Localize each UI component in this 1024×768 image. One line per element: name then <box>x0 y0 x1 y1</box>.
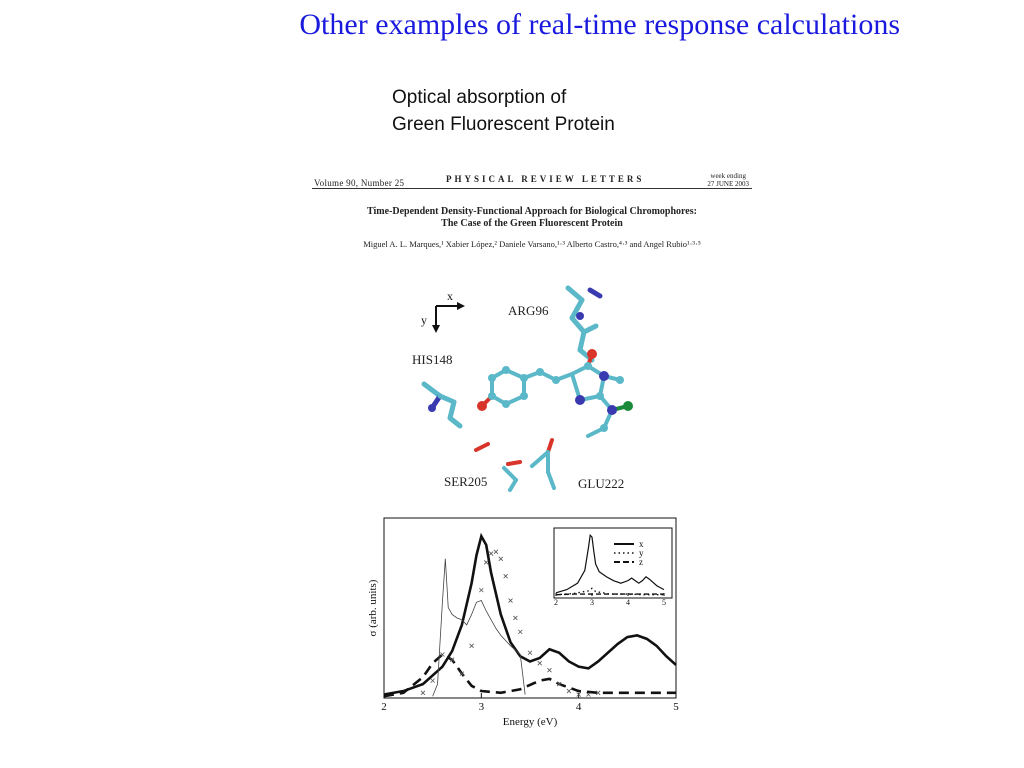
main-series-2-point-16 <box>537 660 543 666</box>
main-series-2-point-2 <box>440 652 445 657</box>
main-tick-label-5: 5 <box>673 701 679 713</box>
y-axis-label: σ (arb. units) <box>367 579 379 636</box>
paper-header-image: Volume 90, Number 25 PHYSICAL REVIEW LET… <box>312 168 752 268</box>
inset-legend: x y z <box>614 539 644 567</box>
main-series-2-point-15 <box>527 650 533 656</box>
residue-label-glu222: GLU222 <box>578 476 624 491</box>
x-axis-label: Energy (eV) <box>503 716 558 728</box>
slide-title: Other examples of real-time response cal… <box>299 8 900 41</box>
inset-tick-label-3: 3 <box>590 598 594 607</box>
main-series-2-point-13 <box>513 615 518 621</box>
axis-x-label: x <box>447 289 453 303</box>
main-series-2-point-6 <box>479 587 484 593</box>
subtitle-line-1: Optical absorption of <box>392 87 567 108</box>
legend-label-y: y <box>639 548 644 558</box>
paper-title-line-1: Time-Dependent Density-Functional Approa… <box>367 206 697 217</box>
ser205-glu222-fragments <box>474 438 556 492</box>
residue-label-his148: HIS148 <box>412 352 452 367</box>
subtitle-line-2: Green Fluorescent Protein <box>392 114 615 135</box>
main-tick-label-2: 2 <box>381 701 387 713</box>
main-series-2-point-21 <box>586 692 591 697</box>
inset-series-2-line <box>555 593 664 596</box>
main-series-2-point-17 <box>547 667 552 673</box>
main-tick-label-4: 4 <box>576 701 582 713</box>
main-series-3-line <box>432 558 526 697</box>
main-series-2-point-11 <box>503 573 508 579</box>
main-series-2-point-4 <box>459 671 465 676</box>
main-series-2-point-22 <box>595 690 601 696</box>
paper-authors: Miguel A. L. Marques,¹ Xabier López,² Da… <box>363 239 701 249</box>
main-x-ticks: 2 3 4 5 <box>381 693 679 713</box>
main-series-2-point-1 <box>430 678 435 683</box>
inset-tick-label-5: 5 <box>662 598 666 607</box>
chromophore <box>480 352 630 438</box>
main-series-2-point-10 <box>498 556 504 562</box>
main-series-2-point-14 <box>517 629 523 635</box>
inset-tick-label-4: 4 <box>626 598 630 607</box>
inset-series-0-line <box>555 533 665 594</box>
main-series-2-point-7 <box>483 559 489 565</box>
inset-tick-label-2: 2 <box>554 598 558 607</box>
subtitle: Optical absorption of Green Fluorescent … <box>392 84 615 138</box>
residue-label-arg96: ARG96 <box>508 303 549 318</box>
main-series-2-point-5 <box>469 643 474 649</box>
paper-rule <box>312 188 752 189</box>
main-series-2-point-12 <box>508 598 513 603</box>
paper-title: Time-Dependent Density-Functional Approa… <box>312 206 752 230</box>
main-series-2-point-9 <box>493 549 499 555</box>
paper-week-ending: week ending <box>710 172 746 180</box>
axis-y-label: y <box>421 313 427 327</box>
absorption-chart: 2 3 4 5 Energy (eV) σ (arb. units) 2 3 4 5 x y… <box>367 517 679 728</box>
residue-label-ser205: SER205 <box>444 474 487 489</box>
plot-frame <box>383 517 677 699</box>
paper-title-line-2: The Case of the Green Fluorescent Protei… <box>441 218 623 229</box>
main-series-2-point-20 <box>576 692 581 697</box>
his148-fragment <box>421 381 463 429</box>
atoms <box>428 312 633 432</box>
main-series-2-point-0 <box>420 690 426 696</box>
paper-week: week ending 27 JUNE 2003 <box>707 172 749 188</box>
inset-frame <box>553 527 673 599</box>
main-series-2-point-18 <box>556 681 562 687</box>
arg96-fragment <box>565 285 603 363</box>
legend-label-x: x <box>639 539 644 549</box>
main-tick-label-3: 3 <box>479 701 485 713</box>
paper-date: 27 JUNE 2003 <box>707 180 749 188</box>
paper-journal: PHYSICAL REVIEW LETTERS <box>446 174 645 184</box>
main-series-2-point-3 <box>449 657 455 663</box>
main-series-2-point-8 <box>488 551 494 556</box>
inset-series <box>555 533 665 596</box>
legend-label-z: z <box>639 557 643 567</box>
main-series-0-line <box>383 532 677 696</box>
main-series-2-point-19 <box>566 688 572 694</box>
main-series <box>383 532 677 698</box>
molecule-illustration: x y <box>412 285 633 492</box>
paper-volume: Volume 90, Number 25 <box>314 178 405 188</box>
axis-indicator: x y <box>421 289 465 333</box>
